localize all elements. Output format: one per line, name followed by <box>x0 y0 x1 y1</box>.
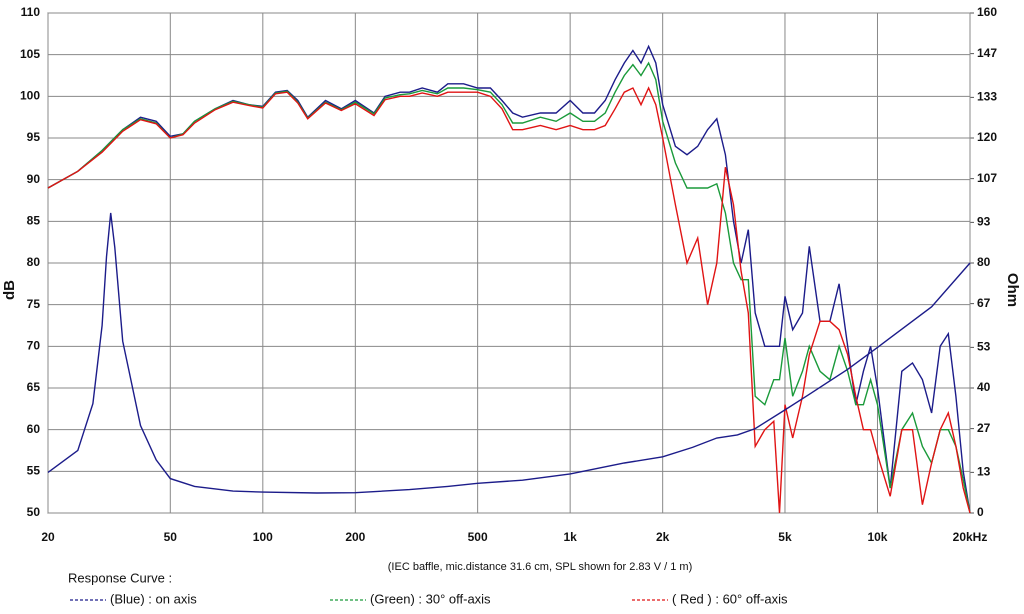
series-line <box>47 61 971 514</box>
y-tick-label: 80 <box>27 255 41 269</box>
y2-tick-label: 80 <box>977 255 991 269</box>
y-tick-label: 70 <box>27 339 41 353</box>
y2-axis-label: Ohm <box>1004 273 1021 307</box>
y2-tick-label: 67 <box>977 296 991 310</box>
x-tick-label: 200 <box>345 530 365 544</box>
x-tick-label: 100 <box>253 530 273 544</box>
y-axis-label: dB <box>1 280 18 300</box>
series-line <box>47 86 971 514</box>
x-tick-label: 10k <box>867 530 887 544</box>
y-tick-label: 85 <box>27 214 41 228</box>
y2-tick-label: 53 <box>977 340 991 354</box>
y-tick-label: 55 <box>27 464 41 478</box>
x-tick-label: 20 <box>41 530 55 544</box>
y-tick-label: 50 <box>27 505 41 519</box>
x-tick-label: 500 <box>468 530 488 544</box>
annotation: (IEC baffle, mic.distance 31.6 cm, SPL s… <box>388 561 692 573</box>
y2-tick-label: 147 <box>977 46 997 60</box>
series-line <box>47 212 971 494</box>
x-tick-label: 50 <box>164 530 178 544</box>
y2-tick-label: 93 <box>977 215 991 229</box>
x-tick-label: 20kHz <box>953 530 988 544</box>
y2-tick-label: 13 <box>977 465 991 479</box>
y2-tick-label: 40 <box>977 380 991 394</box>
y2-tick-label: 120 <box>977 130 997 144</box>
legend-label: (Green) : 30° off-axis <box>370 591 491 606</box>
x-tick-label: 1k <box>563 530 577 544</box>
y-tick-label: 110 <box>21 5 41 19</box>
y-tick-label: 95 <box>27 130 41 144</box>
legend-label: (Blue) : on axis <box>110 591 197 606</box>
y-tick-label: 105 <box>20 47 40 61</box>
legend-title: Response Curve : <box>68 570 172 585</box>
x-tick-label: 5k <box>778 530 792 544</box>
y2-tick-label: 160 <box>977 5 997 19</box>
y-tick-label: 100 <box>20 89 40 103</box>
legend-label: ( Red ) : 60° off-axis <box>672 591 788 606</box>
x-tick-label: 2k <box>656 530 670 544</box>
y-tick-label: 60 <box>27 422 41 436</box>
y-tick-label: 65 <box>27 380 41 394</box>
y2-tick-label: 107 <box>977 171 997 185</box>
y2-tick-label: 0 <box>977 505 984 519</box>
y-tick-label: 75 <box>27 297 41 311</box>
y2-tick-label: 133 <box>977 90 997 104</box>
y2-tick-label: 27 <box>977 421 991 435</box>
y-tick-label: 90 <box>27 172 41 186</box>
